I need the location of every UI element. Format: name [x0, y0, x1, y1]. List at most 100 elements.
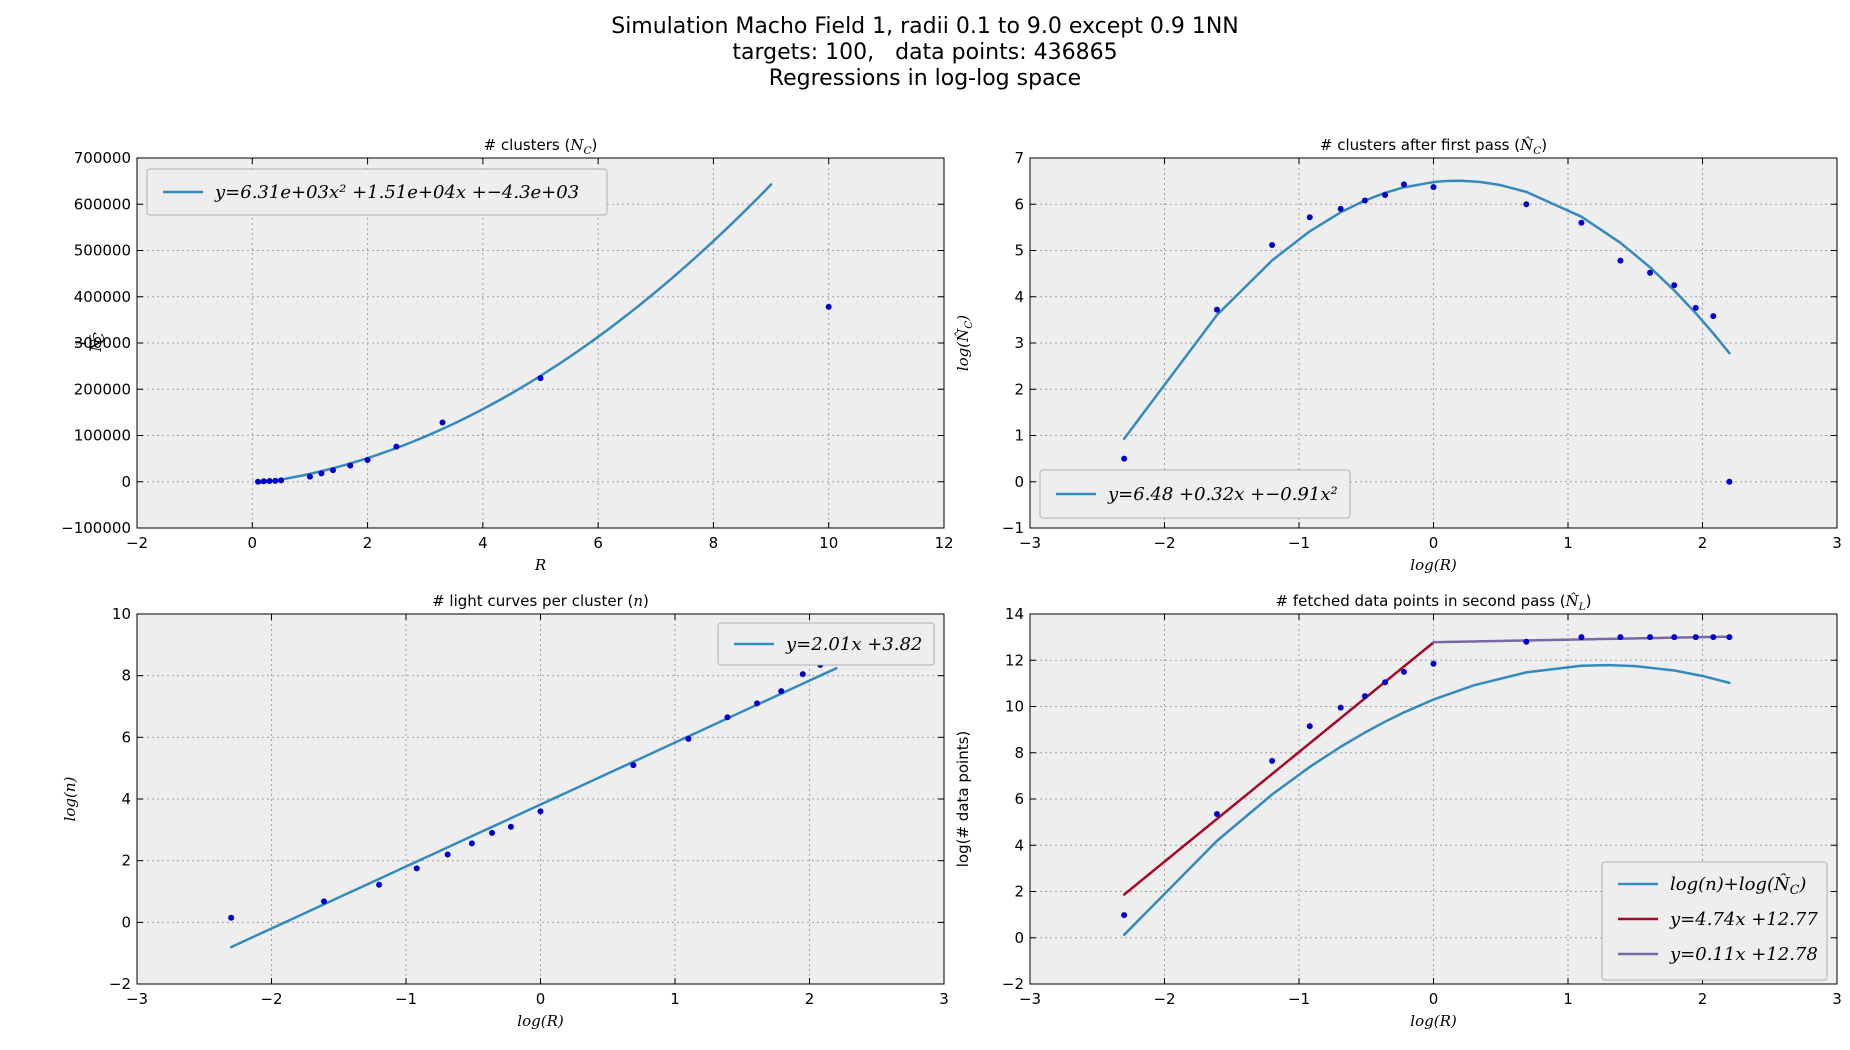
- y-tick-label: 2: [1014, 380, 1024, 398]
- y-tick-label: 6: [121, 728, 131, 746]
- data-point: [778, 688, 785, 695]
- plot-content: [1121, 634, 1733, 937]
- y-tick-label: 4: [1014, 836, 1024, 854]
- data-point: [444, 851, 451, 858]
- legend-box: [1601, 861, 1828, 981]
- y-tick-label: 6: [1014, 790, 1024, 808]
- y-tick-label: 2: [1014, 883, 1024, 901]
- data-point: [329, 467, 336, 474]
- x-tick-label: 0: [1429, 534, 1439, 552]
- data-point: [1306, 723, 1313, 730]
- panel-clusters: −2 0 2 4 6 8 10 12 −100000 0 100000 200000 300000 400…: [61, 136, 953, 574]
- data-point: [1671, 634, 1678, 641]
- x-tick-label: −2: [1153, 990, 1175, 1008]
- data-point: [825, 303, 832, 310]
- x-tick-label: 8: [709, 534, 719, 552]
- x-tick-label: 10: [819, 534, 838, 552]
- data-point: [255, 478, 262, 485]
- data-point: [1269, 757, 1276, 764]
- legend-label: y=0.11x +12.78: [1669, 944, 1818, 965]
- x-tick-label: 2: [805, 990, 815, 1008]
- x-tick-label: 1: [1563, 990, 1573, 1008]
- data-point: [489, 829, 496, 836]
- data-point: [1430, 660, 1437, 667]
- data-point: [537, 375, 544, 382]
- data-point: [413, 865, 420, 872]
- data-point: [507, 823, 514, 830]
- figure-title: Simulation Macho Field 1, radii 0.1 to 9…: [0, 14, 1850, 92]
- data-point: [278, 477, 285, 484]
- legend: y=6.31e+03x² +1.51e+04x +−4.3e+03: [146, 168, 608, 216]
- data-point: [260, 478, 267, 485]
- data-point: [1306, 214, 1313, 221]
- data-point: [1692, 634, 1699, 641]
- data-point: [1121, 912, 1128, 919]
- y-tick-label: 0: [121, 913, 131, 931]
- legend-label: y=2.01x +3.82: [785, 634, 922, 655]
- data-point: [272, 477, 279, 484]
- data-point: [1213, 811, 1220, 818]
- y-tick-label: 0: [1014, 929, 1024, 947]
- figure-title-line-3: Regressions in log-log space: [768, 66, 1082, 91]
- x-tick-label: −3: [1019, 990, 1041, 1008]
- data-point: [537, 808, 544, 815]
- x-axis-label: R: [534, 556, 546, 574]
- y-label-text: log(# data points): [954, 731, 972, 868]
- x-tick-label: −1: [1288, 534, 1310, 552]
- y-tick-label: 0: [1014, 473, 1024, 491]
- data-point: [1726, 634, 1733, 641]
- data-point: [1213, 306, 1220, 313]
- data-point: [1617, 634, 1624, 641]
- data-point: [1710, 313, 1717, 320]
- legend: y=2.01x +3.82: [717, 622, 935, 666]
- y-axis-label: log(# data points): [954, 731, 972, 868]
- data-point: [1578, 634, 1585, 641]
- x-axis-label: log(R): [1410, 1012, 1457, 1030]
- data-point: [320, 898, 327, 905]
- fit-line-2: [1122, 641, 1435, 896]
- y-label-text: log(N̂C): [954, 315, 975, 371]
- legend-box: [146, 168, 608, 216]
- panel-title: # clusters (NC): [484, 136, 598, 157]
- data-point: [318, 470, 325, 477]
- plot-area: [136, 157, 945, 529]
- data-point: [228, 914, 235, 921]
- x-tick-label: 12: [934, 534, 953, 552]
- y-tick-label: 600000: [74, 195, 131, 213]
- fit-line-1: [229, 666, 838, 949]
- data-point: [1361, 693, 1368, 700]
- legend-label: y=4.74x +12.77: [1669, 909, 1818, 930]
- panel-first-pass: −3 −2 −1 0 1 2 3 −1 0 1 2 3 4 5 6 7 # clusters after fir…: [954, 136, 1842, 574]
- y-label-numerator: 1: [72, 338, 90, 348]
- data-point: [1523, 638, 1530, 645]
- x-tick-label: 4: [478, 534, 488, 552]
- figure-title-line-2: targets: 100, data points: 436865: [732, 40, 1118, 65]
- data-point: [724, 714, 731, 721]
- x-tick-label: 0: [1429, 990, 1439, 1008]
- fit-line-1: [256, 183, 773, 485]
- data-point: [347, 462, 354, 469]
- data-point: [630, 762, 637, 769]
- y-label-denominator: N: [87, 338, 105, 353]
- fit-line-1: [1122, 179, 1731, 440]
- data-point: [364, 457, 371, 464]
- x-tick-label: −1: [1288, 990, 1310, 1008]
- figure-title-line-1: Simulation Macho Field 1, radii 0.1 to 9…: [611, 14, 1239, 39]
- y-tick-label: 2: [121, 852, 131, 870]
- y-tick-label: 8: [121, 667, 131, 685]
- x-tick-label: 3: [939, 990, 949, 1008]
- x-tick-label: 1: [670, 990, 680, 1008]
- data-point: [1337, 205, 1344, 212]
- data-point: [1578, 219, 1585, 226]
- legend: y=6.48 +0.32x +−0.91x²: [1039, 469, 1351, 519]
- y-tick-label: 14: [1005, 605, 1024, 623]
- y-axis-label: 1NC: [72, 332, 108, 353]
- data-point: [1361, 197, 1368, 204]
- y-label-text: log(n): [61, 776, 79, 821]
- fit-line-1: [1122, 663, 1731, 937]
- x-tick-label: 0: [248, 534, 258, 552]
- y-tick-label: 3: [1014, 334, 1024, 352]
- plot-content: [1121, 179, 1733, 485]
